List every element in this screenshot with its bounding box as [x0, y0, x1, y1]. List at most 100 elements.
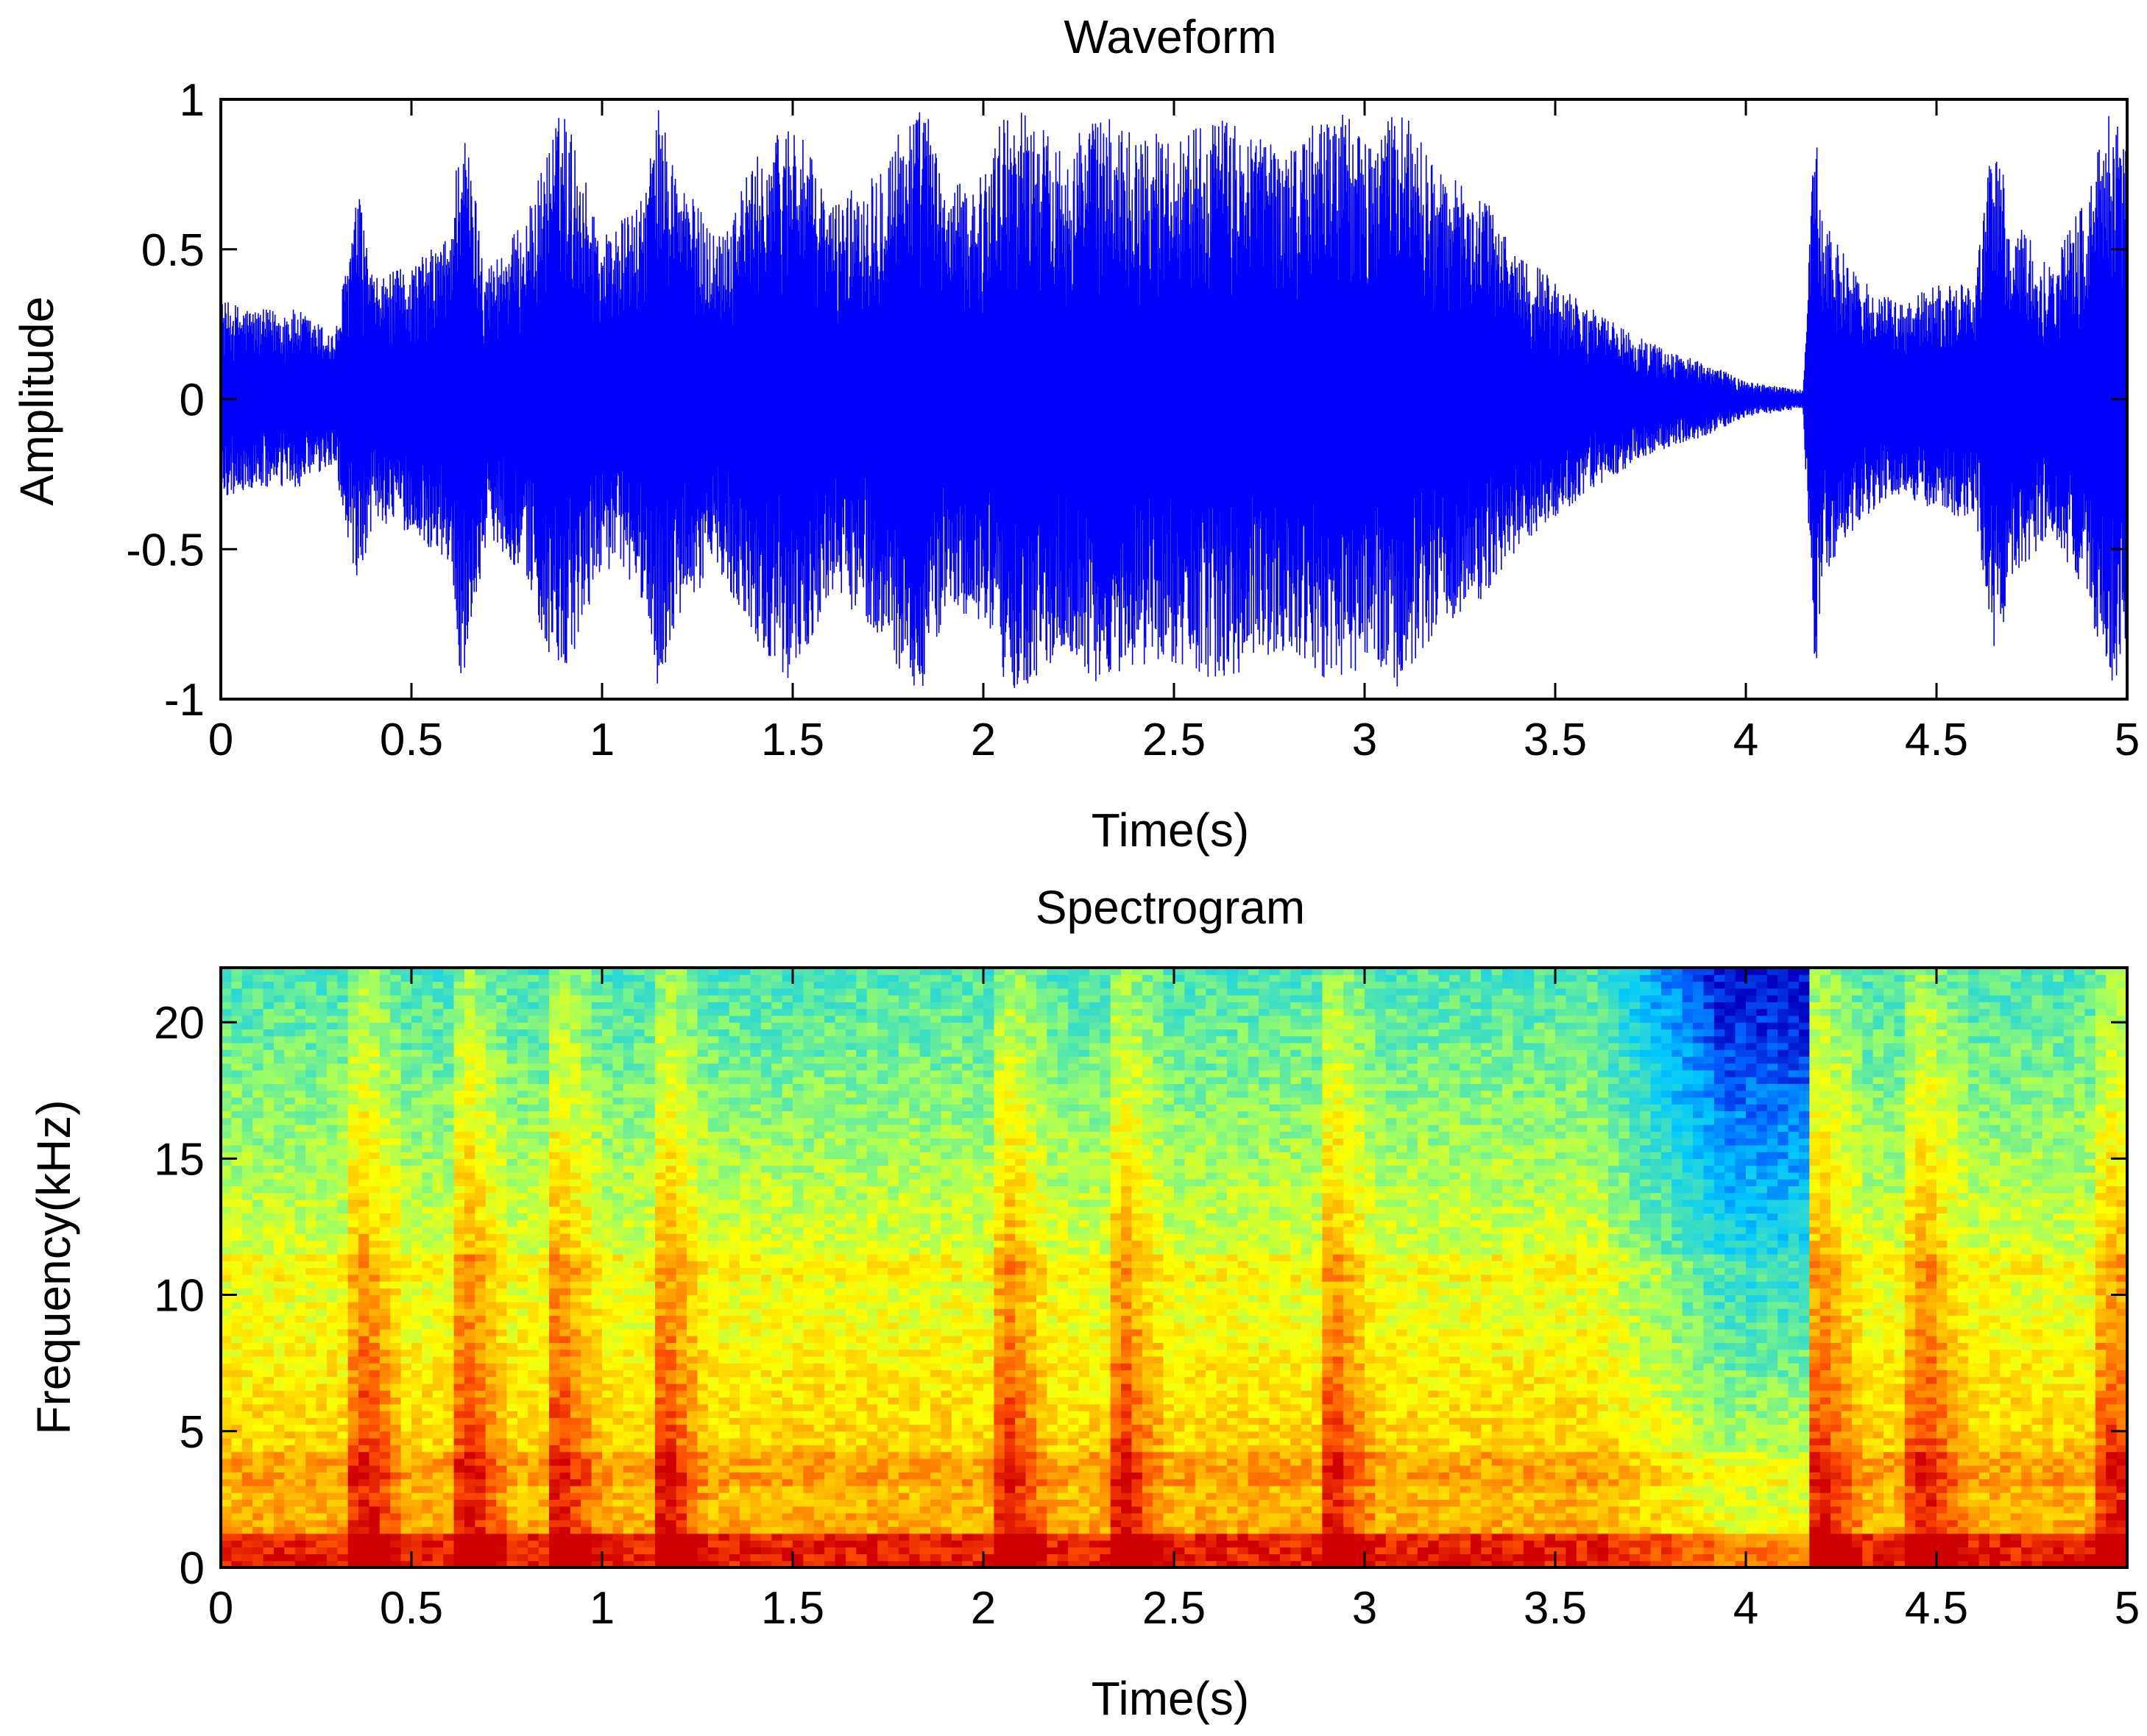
- spectrogram-cell: [559, 988, 571, 996]
- spectrogram-cell: [464, 1179, 475, 1186]
- spectrogram-cell: [316, 1301, 328, 1309]
- spectrogram-cell: [337, 1308, 349, 1316]
- spectrogram-cell: [740, 1083, 751, 1091]
- spectrogram-cell: [496, 1240, 508, 1248]
- spectrogram-cell: [496, 1253, 508, 1261]
- spectrogram-cell: [570, 1233, 581, 1241]
- spectrogram-cell: [411, 1152, 422, 1159]
- spectrogram-cell: [475, 1560, 487, 1568]
- spectrogram-cell: [570, 1390, 581, 1398]
- spectrogram-cell: [432, 1274, 444, 1282]
- spectrogram-cell: [443, 1431, 455, 1439]
- spectrogram-cell: [475, 1342, 487, 1350]
- spectrogram-cell: [432, 1042, 444, 1050]
- spectrogram-cell: [273, 1540, 285, 1548]
- spectrogram-cell: [559, 1294, 571, 1303]
- spectrogram-cell: [432, 1370, 444, 1378]
- spectrogram-cell: [496, 1049, 508, 1057]
- spectrogram-cell: [273, 1104, 285, 1112]
- spectrogram-cell: [528, 1540, 540, 1548]
- spectrogram-cell: [538, 1485, 550, 1493]
- spectrogram-cell: [432, 1540, 444, 1548]
- spectrogram-cell: [665, 1029, 677, 1037]
- spectrogram-cell: [517, 1492, 528, 1500]
- spectrogram-cell: [432, 1131, 444, 1139]
- spectrogram-cell: [760, 1533, 772, 1541]
- spectrogram-cell: [400, 1512, 412, 1520]
- spectrogram-cell: [559, 1077, 571, 1085]
- spectrogram-cell: [740, 1533, 751, 1541]
- spectrogram-cell: [273, 1226, 285, 1234]
- spectrogram-cell: [760, 1506, 772, 1514]
- spectrogram-cell: [379, 1390, 391, 1398]
- spectrogram-cell: [591, 974, 603, 982]
- spectrogram-cell: [602, 1144, 613, 1152]
- spectrogram-cell: [782, 1478, 793, 1487]
- spectrogram-cell: [432, 1035, 444, 1044]
- spectrogram-cell: [453, 1526, 465, 1534]
- spectrogram-cell: [729, 1261, 740, 1269]
- spectrogram-cell: [475, 1336, 487, 1343]
- spectrogram-cell: [443, 1261, 455, 1269]
- spectrogram-cell: [687, 1199, 698, 1207]
- spectrogram-cell: [718, 1083, 730, 1091]
- spectrogram-cell: [654, 981, 666, 989]
- spectrogram-cell: [634, 1226, 645, 1234]
- spectrogram-cell: [760, 1192, 772, 1200]
- spectrogram-cell: [506, 1090, 518, 1098]
- spectrogram-cell: [432, 1376, 444, 1384]
- spectrogram-cell: [496, 1547, 508, 1555]
- spectrogram-cell: [475, 1540, 487, 1548]
- spectrogram-cell: [411, 1144, 422, 1152]
- spectrogram-cell: [369, 1199, 381, 1207]
- spectrogram-cell: [803, 1526, 815, 1534]
- spectrogram-cell: [634, 1022, 645, 1030]
- spectrogram-cell: [538, 1397, 550, 1405]
- spectrogram-cell: [740, 1069, 751, 1077]
- spectrogram-cell: [273, 974, 285, 982]
- spectrogram-cell: [517, 1451, 528, 1459]
- spectrogram-cell: [771, 1492, 783, 1500]
- spectrogram-cell: [771, 1301, 783, 1309]
- spectrogram-cell: [750, 1390, 762, 1398]
- spectrogram-cell: [273, 1042, 285, 1050]
- spectrogram-cell: [411, 1261, 422, 1269]
- spectrogram-cell: [623, 1253, 634, 1261]
- spectrogram-cell: [316, 1520, 328, 1528]
- spectrogram-cell: [231, 1226, 243, 1234]
- spectrogram-cell: [707, 1410, 719, 1418]
- spectrogram-cell: [475, 1376, 487, 1384]
- spectrogram-cell: [559, 1424, 571, 1432]
- spectrogram-cell: [623, 1356, 634, 1364]
- spectrogram-cell: [443, 1124, 455, 1132]
- spectrogram-cell: [241, 1533, 253, 1541]
- spectrogram-cell: [326, 1526, 338, 1534]
- spectrogram-cell: [294, 1077, 306, 1085]
- spectrogram-cell: [654, 1342, 666, 1350]
- spectrogram-cell: [273, 1192, 285, 1200]
- spectrogram-cell: [411, 1547, 422, 1555]
- spectrogram-cell: [432, 1015, 444, 1023]
- spectrogram-cell: [687, 1403, 698, 1411]
- spectrogram-cell: [623, 1478, 634, 1487]
- spectrogram-cell: [294, 1336, 306, 1343]
- spectrogram-cell: [803, 1056, 815, 1064]
- spectrogram-cell: [231, 1192, 243, 1200]
- spectrogram-cell: [570, 1356, 581, 1364]
- spectrogram-cell: [644, 1526, 656, 1534]
- spectrogram-cell: [263, 1363, 275, 1371]
- spectrogram-cell: [707, 1179, 719, 1186]
- spectrogram-cell: [750, 1015, 762, 1023]
- spectrogram-cell: [782, 1213, 793, 1221]
- spectrogram-cell: [687, 1410, 698, 1418]
- spectrogram-cell: [453, 1042, 465, 1050]
- spectrogram-cell: [591, 1308, 603, 1316]
- spectrogram-cell: [591, 1520, 603, 1528]
- spectrogram-cell: [517, 1417, 528, 1425]
- spectrogram-cell: [337, 1206, 349, 1214]
- spectrogram-cell: [634, 1424, 645, 1432]
- spectrogram-cell: [771, 1540, 783, 1548]
- spectrogram-cell: [729, 1520, 740, 1528]
- spectrogram-cell: [422, 1144, 434, 1152]
- spectrogram-cell: [284, 1117, 296, 1125]
